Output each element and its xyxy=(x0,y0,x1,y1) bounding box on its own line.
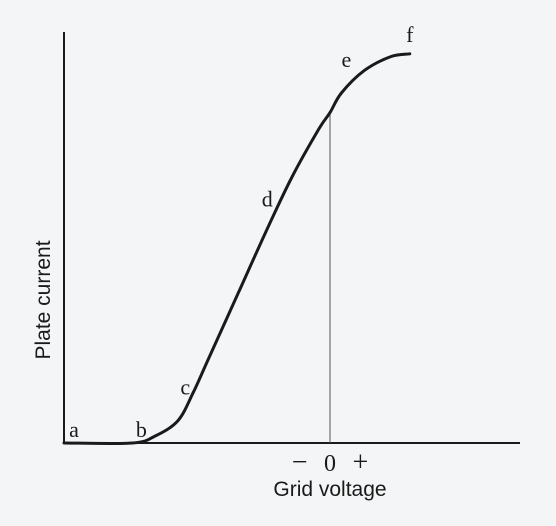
x-tick-labels: −0 + xyxy=(292,447,369,478)
axes xyxy=(63,32,520,444)
point-labels: a b c d e f xyxy=(69,22,414,442)
point-label-e: e xyxy=(342,47,352,72)
x-tick-label-zero: 0 xyxy=(324,451,336,477)
plate-current-curve xyxy=(62,52,412,446)
x-axis-title: Grid voltage xyxy=(273,478,386,501)
point-label-f: f xyxy=(406,22,414,47)
point-label-b: b xyxy=(136,417,147,442)
x-tick-label-plus: + xyxy=(353,447,369,478)
point-label-c: c xyxy=(180,375,190,400)
point-label-a: a xyxy=(69,417,79,442)
y-axis-title: Plate current xyxy=(32,240,55,359)
point-label-d: d xyxy=(262,187,273,212)
x-tick-label-minus: − xyxy=(292,447,308,478)
